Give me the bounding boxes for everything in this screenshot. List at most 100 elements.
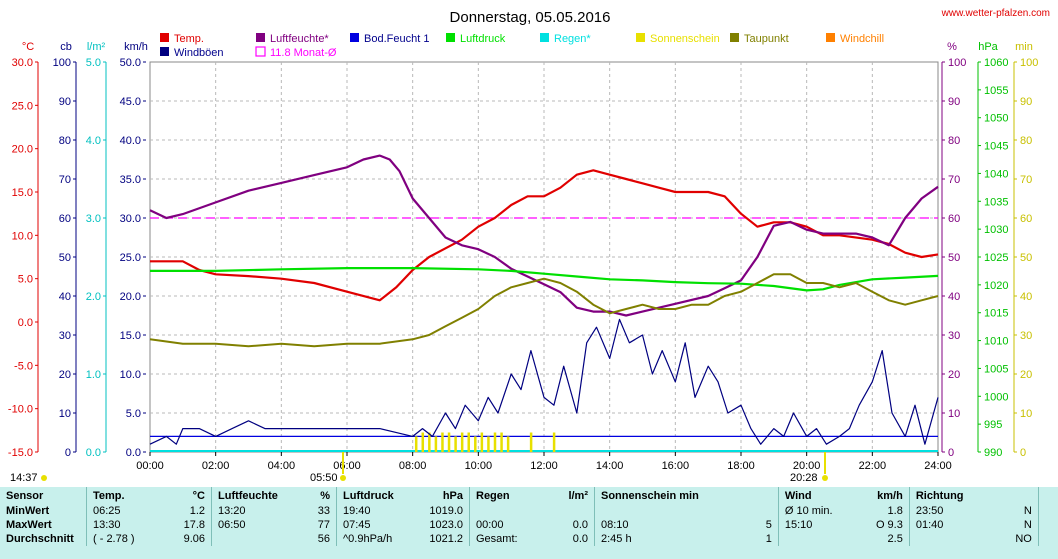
rain-time: Gesamt: [469,532,542,546]
tick-label: 1000 [984,391,1008,403]
tick-label: 90 [59,96,71,108]
axis-unit: hPa [978,41,998,53]
tick-label: 60 [948,213,960,225]
hdr-sun: Sonnenschein min [594,487,779,504]
tick-label: 1020 [984,280,1008,292]
axis-unit: l/m² [87,41,106,53]
x-tick-label: 20:00 [793,460,821,472]
wind-val: 1.8 [887,505,903,517]
dir-time: 23:50 [908,504,982,518]
sun-bar [454,436,457,452]
sun-val: 1 [765,533,772,545]
tick-label: 0.0 [126,447,141,459]
sun-bar [447,432,451,452]
rain-val [542,504,595,518]
tick-label: 20 [1020,369,1032,381]
tick-label: 0.0 [86,447,101,459]
hdr-sensor: Sensor [6,489,44,502]
legend-label: Regen* [554,33,591,45]
x-tick-label: 00:00 [136,460,164,472]
hdr-temp-unit: °C [192,489,205,502]
time-label-sunrise: 05:50 [310,472,338,484]
tick-label: 1055 [984,85,1008,97]
tick-label: 0.0 [18,317,33,329]
rain-val: 0.0 [572,533,588,545]
axis-unit: km/h [124,41,148,53]
temp-time: 06:25 [86,504,159,518]
site-url[interactable]: www.wetter-pfalzen.com [941,8,1050,19]
hdr-dir-val [982,487,1039,504]
wind-label: 15:10 [777,518,857,532]
dir-time: 01:40 [908,518,982,532]
legend-swatch [350,33,359,42]
tick-label: 1010 [984,336,1008,348]
hdr-spacer [1037,487,1058,504]
sun-bar [480,432,484,452]
sun-time: 08:10 [593,518,723,532]
tick-label: 1025 [984,252,1008,264]
sun-bar [434,436,438,452]
stats-row: MinWert 06:25 1.2 13:20 33 19:40 1019.0 … [0,504,1058,518]
series-line-windben [149,318,939,445]
tick-label: 50 [948,252,960,264]
tick-label: 40 [1020,291,1032,303]
sun-val [723,504,778,518]
sun-bar [493,432,497,452]
row-spacer [1037,532,1058,546]
sun-bar [506,436,510,452]
x-tick-label: 22:00 [859,460,887,472]
series-line-temp [150,169,939,302]
wind-val: O 9.3 [875,519,903,531]
legend-label: Luftdruck [460,33,506,45]
tick-label: 90 [948,96,960,108]
tick-label: 100 [53,57,71,69]
legend-swatch [160,33,169,42]
tick-label: 15.0 [120,330,141,342]
time-labels: 14:37 05:50 20:28 [10,452,828,484]
axis-unit: min [1015,41,1033,53]
x-tick-label: 02:00 [202,460,230,472]
hdr-rain: Regen [469,487,542,504]
x-tick-label: 18:00 [727,460,755,472]
tick-label: 50 [1020,252,1032,264]
series-line-taupunkt [149,273,939,348]
sun-time: 2:45 h [593,532,723,546]
tick-label: 20.0 [120,291,141,303]
tick-label: 60 [59,213,71,225]
legend-label: Temp. [174,33,204,45]
wind-val: 2.5 [887,533,903,545]
sun-dot [41,475,47,481]
tick-label: 5.0 [86,57,101,69]
dir-val: N [1023,519,1032,531]
sun-dot [822,475,828,481]
tick-label: 0 [948,447,954,459]
tick-label: 1005 [984,363,1008,375]
row-spacer [1037,518,1058,532]
legend-label: Sonnenschein [650,33,720,45]
press-time: 07:45 [336,518,417,532]
dir-val: NO [1015,533,1032,545]
tick-label: 10 [1020,408,1032,420]
tick-label: 995 [984,419,1002,431]
rain-time [469,504,542,518]
hdr-hum-unit: % [320,489,330,502]
sun-bar [552,432,556,452]
hum-val: 56 [317,533,330,545]
legend-swatch [636,33,645,42]
legend-label: Windböen [174,47,224,59]
temp-val: 17.8 [183,519,205,531]
legend-swatch [446,33,455,42]
hum-time: 13:20 [211,504,294,518]
tick-label: 0 [65,447,71,459]
tick-label: 80 [1020,135,1032,147]
temp-time: ( - 2.78 ) [86,532,159,546]
tick-label: 10 [948,408,960,420]
x-tick-label: 10:00 [465,460,493,472]
legend-swatch [255,46,266,57]
legend-label: Taupunkt [744,33,789,45]
stats-panel: Sensor Temp. °C Luftfeuchte % Luftdruck … [0,487,1058,559]
tick-label: 45.0 [120,96,141,108]
wind-label: Ø 10 min. [777,504,857,518]
tick-label: 25.0 [12,100,33,112]
tick-label: -5.0 [14,360,33,372]
